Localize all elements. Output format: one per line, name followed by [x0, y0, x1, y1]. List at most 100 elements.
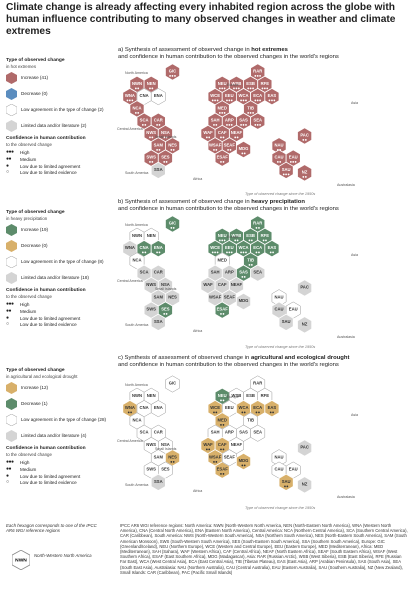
- confidence-dots: ●●: [127, 410, 132, 415]
- hex-sea: SEA●●●: [250, 112, 266, 130]
- hex-code-label: NWN: [132, 233, 142, 238]
- confidence-dots: ●●: [241, 462, 246, 467]
- hex-ena: ENA: [150, 88, 166, 106]
- hex-shape: [297, 439, 313, 457]
- hex-code-label: SAU: [282, 319, 291, 324]
- hex-code-label: ECA: [253, 93, 262, 98]
- panel-b-legend: Type of observed change in heavy precipi…: [6, 210, 114, 329]
- hex-code-label: GIC: [169, 221, 176, 226]
- region-label: Europe: [227, 235, 239, 239]
- panel-c-note: Type of observed change since the 1950s: [245, 506, 316, 510]
- hex-code-label: MDG: [239, 146, 249, 151]
- hex-ssa: SSA: [150, 161, 166, 180]
- hex-code-label: CAF: [218, 282, 227, 287]
- hex-code-label: EAS: [268, 245, 277, 250]
- confidence-dots: ●●●: [219, 237, 227, 242]
- confidence-dots: ●●: [255, 410, 260, 415]
- confidence-dots: ●●: [149, 159, 154, 164]
- confidence-dots: ●●●: [211, 98, 219, 103]
- confidence-dots: ●●●: [247, 85, 255, 90]
- confidence-dots: ●●: [241, 410, 246, 415]
- hex-rar: RAR: [250, 375, 266, 393]
- hex-code-label: CAR: [154, 430, 163, 435]
- high-dots-icon: ●●●: [6, 301, 14, 308]
- confidence-dots: ●●: [163, 311, 168, 316]
- panel-a-hex-map: GIC●●●NWN●●NEN●●WNA●●●CNA ENANCA●●SCA●●CA…: [117, 63, 358, 187]
- hex-code-label: SES: [161, 155, 170, 160]
- hex-shape: [150, 473, 166, 492]
- hex-code-label: ESB: [246, 233, 255, 238]
- hex-shape: [150, 88, 166, 106]
- hex-code-label: SCA: [140, 118, 149, 123]
- hex-code-label: WSB: [232, 233, 242, 238]
- hex-code-label: SEA: [253, 430, 262, 435]
- hex-sau: SAU●●●: [278, 161, 294, 180]
- hex-code-label: EEU: [225, 93, 234, 98]
- confidence-dots: ●●: [220, 311, 225, 316]
- hex-esaf: ESAF●●: [214, 461, 230, 479]
- hex-code-label: ESAF: [217, 467, 229, 472]
- hex-code-label: NSA: [161, 442, 170, 447]
- confidence-dots: ●●: [270, 410, 275, 415]
- hex-code-label: NCA: [132, 105, 141, 110]
- confidence-dots: ●●: [170, 147, 175, 152]
- hex-code-label: NEN: [147, 233, 156, 238]
- hex-code-label: SAU: [282, 479, 291, 484]
- hex-code-label: SEAF: [224, 142, 236, 147]
- hex-sea: SEA: [250, 264, 266, 282]
- confidence-dots: ●●: [255, 250, 260, 255]
- hex-code-label: WAF: [203, 282, 213, 287]
- hex-code-label: MED: [218, 417, 227, 422]
- hex-code-label: ESAF: [217, 155, 229, 160]
- hex-code-label: ARP: [225, 430, 234, 435]
- hex-shape: [278, 473, 294, 492]
- hex-shape: [297, 164, 313, 182]
- confidence-dots: ●●●: [283, 171, 291, 176]
- hex-code-label: CAU: [274, 307, 283, 312]
- hex-code-label: NEAF: [231, 282, 243, 287]
- hex-rar: RAR●●●: [250, 63, 266, 81]
- hex-code-label: EAU: [289, 307, 298, 312]
- hex-shape: [278, 161, 294, 180]
- hex-code-label: WAF: [203, 130, 213, 135]
- hex-code-label: SAH: [211, 270, 220, 275]
- hex-nz: NZ: [297, 316, 313, 334]
- confidence-dots: ●●●: [240, 98, 248, 103]
- hex-eas: EAS●●: [264, 239, 280, 258]
- confidence-dots: ●●●: [219, 85, 227, 90]
- hex-code-label: WSAF: [209, 454, 222, 459]
- hex-code-label: ENA: [154, 245, 163, 250]
- hex-shape: [165, 375, 180, 393]
- hex-shape: [236, 140, 252, 159]
- confidence-dots: ●●: [156, 122, 161, 127]
- confidence-dots: ●●: [270, 250, 275, 255]
- hex-eas: EAS●●: [264, 399, 280, 418]
- confidence-dots: ●●: [156, 147, 161, 152]
- hex-eas: EAS●●●: [264, 87, 280, 106]
- hex-code-label: NWS: [146, 130, 156, 135]
- region-label: Africa: [193, 329, 202, 333]
- hex-code-label: PAC: [300, 444, 309, 449]
- hex-shape: [297, 127, 313, 145]
- confidence-dots: ●●●: [126, 98, 134, 103]
- hex-shape: [250, 375, 266, 393]
- hex-code-label: NWN: [132, 81, 142, 86]
- hex-code-label: EEU: [225, 405, 234, 410]
- confidence-dots: ●●: [206, 447, 211, 452]
- high-dots-icon: ●●●: [6, 149, 14, 156]
- hex-shape: [221, 289, 237, 307]
- region-label: Asia: [351, 253, 358, 257]
- hex-caf: CAF●●: [214, 124, 230, 143]
- hex-code-label: SAU: [282, 167, 291, 172]
- panel-a-title: a) Synthesis of assessment of observed c…: [118, 47, 339, 61]
- hex-code-label: EAU: [289, 155, 298, 160]
- hex-code-label: NWS: [146, 442, 156, 447]
- hex-code-label: SES: [161, 467, 170, 472]
- hex-esaf: ESAF●●: [214, 149, 230, 167]
- hex-shape: [150, 161, 166, 180]
- hex-code-label: WSAF: [209, 294, 222, 299]
- confidence-dots: ●●: [142, 250, 147, 255]
- confidence-dots: ●●: [213, 410, 218, 415]
